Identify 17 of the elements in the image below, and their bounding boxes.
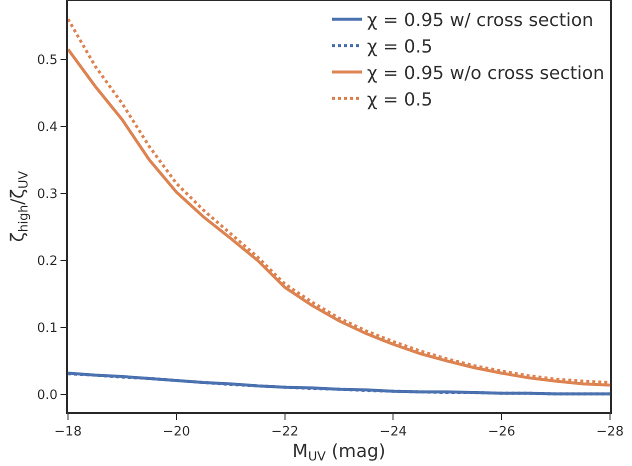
legend-label: χ = 0.5 [367,36,433,58]
x-tick-label: −20 [162,424,190,440]
x-tick-label: −26 [488,424,516,440]
y-tick-label: 0.3 [36,186,58,202]
x-tick-label: −18 [54,424,82,440]
x-tick-label: −24 [379,424,407,440]
x-axis-title: M$_{UV}$ (mag) [292,440,386,464]
y-tick-label: 0.2 [36,254,58,270]
x-tick-label: −28 [596,424,624,440]
x-tick-label: −22 [271,424,299,440]
y-tick-label: 0.4 [36,120,58,135]
y-tick-label: 0.1 [36,321,58,336]
legend-label: χ = 0.95 w/ cross section [367,10,594,32]
legend-label: χ = 0.95 w/o cross section [367,63,604,84]
y-tick-label: 0.5 [36,52,58,68]
y-tick-label: 0.0 [36,388,58,404]
legend-label: χ = 0.5 [367,89,433,110]
